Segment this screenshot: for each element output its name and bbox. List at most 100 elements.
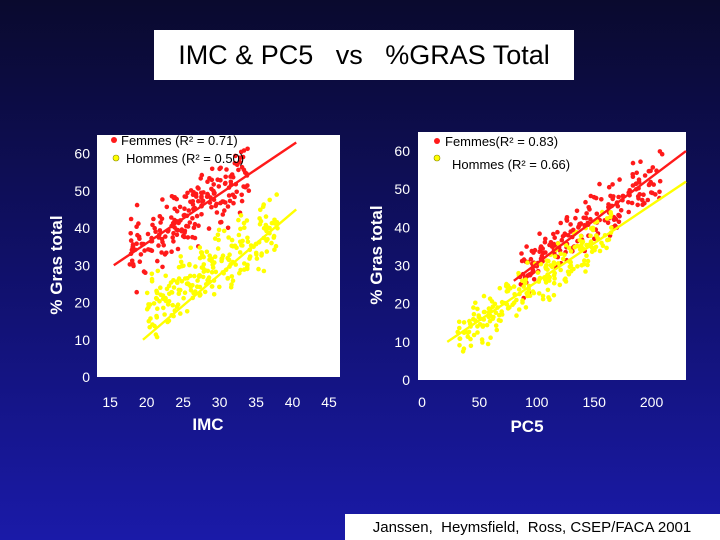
data-point-hommes [523, 277, 528, 283]
data-point-femmes [179, 227, 185, 232]
data-point-femmes [236, 167, 241, 173]
data-point-hommes [563, 242, 569, 248]
y-tick-label: 20 [394, 296, 410, 312]
data-point-femmes [524, 244, 529, 249]
data-point-hommes [162, 312, 167, 317]
legend-hommes-marker [112, 154, 120, 162]
data-point-hommes [475, 330, 480, 335]
data-point-hommes [571, 266, 576, 272]
data-point-femmes [211, 191, 217, 196]
data-point-femmes [152, 225, 157, 231]
data-point-femmes [191, 225, 197, 230]
data-point-femmes [555, 229, 560, 235]
data-point-femmes [193, 191, 199, 197]
data-point-femmes [185, 235, 191, 240]
data-point-hommes [523, 305, 529, 310]
data-point-hommes [580, 239, 586, 244]
data-point-femmes [163, 234, 168, 239]
data-point-femmes [241, 148, 247, 153]
data-point-femmes [196, 198, 201, 204]
data-point-hommes [473, 300, 478, 306]
data-point-femmes [205, 193, 211, 198]
data-point-femmes [225, 225, 231, 231]
data-point-hommes [493, 310, 499, 316]
data-point-femmes [242, 170, 248, 175]
data-point-hommes [551, 292, 557, 298]
y-axis-label-pc5: % Gras total [367, 205, 386, 304]
data-point-hommes [267, 197, 273, 203]
data-point-hommes [547, 278, 552, 283]
data-point-femmes [194, 213, 200, 219]
data-point-femmes [177, 204, 183, 210]
data-point-hommes [197, 245, 203, 250]
data-point-hommes [272, 247, 277, 252]
data-point-femmes [128, 238, 134, 243]
data-point-hommes [202, 289, 208, 295]
data-point-hommes [520, 300, 525, 305]
data-point-femmes [170, 235, 175, 240]
data-point-hommes [521, 284, 526, 289]
data-point-femmes [185, 190, 190, 196]
data-point-femmes [584, 211, 589, 216]
data-point-hommes [547, 297, 552, 303]
data-point-femmes [573, 215, 578, 221]
data-point-hommes [274, 192, 280, 197]
y-tick-label: 60 [394, 143, 410, 159]
data-point-femmes [227, 198, 233, 204]
data-point-hommes [229, 274, 235, 279]
data-point-hommes [237, 250, 243, 255]
data-point-hommes [225, 275, 231, 281]
y-tick-label: 60 [74, 146, 90, 162]
data-point-hommes [535, 270, 541, 275]
data-point-femmes [617, 213, 622, 219]
data-point-hommes [558, 251, 564, 257]
data-point-hommes [264, 249, 270, 254]
data-point-hommes [226, 235, 231, 240]
data-point-femmes [129, 258, 135, 264]
data-point-hommes [170, 302, 175, 308]
data-point-hommes [514, 313, 519, 318]
data-point-hommes [197, 284, 203, 290]
data-point-hommes [475, 306, 480, 312]
x-tick-label: 25 [175, 394, 191, 410]
data-point-femmes [626, 209, 631, 215]
data-point-femmes [209, 177, 215, 183]
chart-imc: 0 10 20 30 40 50 60 15 20 25 30 35 40 45 Femmes (R² =… [47, 133, 340, 434]
data-point-femmes [240, 154, 246, 160]
data-point-femmes [616, 194, 621, 200]
data-point-hommes [531, 290, 537, 296]
data-point-femmes [174, 232, 180, 238]
legend-femmes-marker [434, 138, 440, 144]
data-point-femmes [648, 190, 654, 195]
data-point-hommes [479, 337, 485, 342]
data-point-hommes [256, 266, 261, 272]
data-point-femmes [220, 212, 226, 217]
data-point-femmes [182, 206, 187, 211]
data-point-hommes [461, 320, 467, 325]
y-tick-label: 30 [74, 257, 90, 273]
data-point-hommes [575, 264, 580, 269]
data-point-hommes [258, 218, 264, 224]
data-point-femmes [164, 204, 170, 210]
data-point-femmes [532, 247, 538, 253]
data-point-femmes [588, 216, 593, 222]
data-point-hommes [212, 254, 218, 259]
data-point-hommes [236, 217, 241, 223]
data-point-femmes [635, 194, 641, 199]
data-point-hommes [161, 305, 166, 311]
data-point-femmes [537, 249, 542, 255]
data-point-femmes [223, 174, 228, 180]
data-point-femmes [630, 160, 636, 166]
data-point-hommes [497, 285, 503, 291]
data-point-femmes [196, 223, 201, 228]
data-point-femmes [629, 200, 635, 206]
data-point-femmes [224, 167, 229, 172]
data-point-hommes [242, 225, 247, 230]
data-point-hommes [558, 267, 563, 273]
y-tick-label: 0 [82, 369, 90, 385]
legend-femmes-label: Femmes (R² = 0.71) [121, 133, 238, 148]
data-point-hommes [600, 243, 606, 248]
data-point-hommes [166, 283, 172, 289]
data-point-femmes [659, 151, 665, 157]
